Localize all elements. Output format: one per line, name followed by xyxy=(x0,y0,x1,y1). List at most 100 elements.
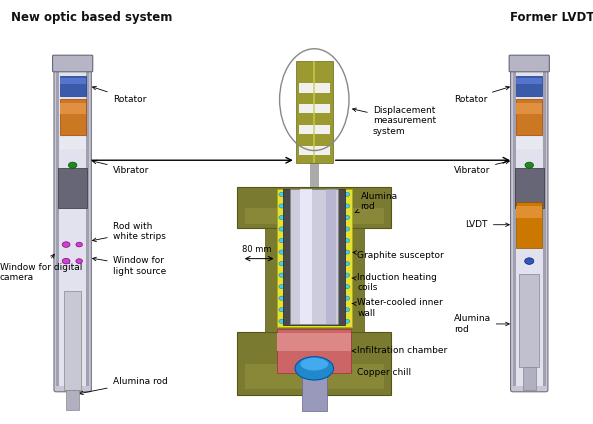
Circle shape xyxy=(344,227,350,231)
Bar xyxy=(519,274,539,367)
Bar xyxy=(245,208,384,224)
Bar xyxy=(516,201,542,248)
Circle shape xyxy=(344,204,350,208)
Circle shape xyxy=(344,250,350,254)
Bar xyxy=(299,125,330,134)
Bar xyxy=(237,187,391,229)
Bar xyxy=(299,146,330,155)
Bar xyxy=(59,103,85,114)
Circle shape xyxy=(344,307,350,312)
Circle shape xyxy=(279,273,285,277)
Ellipse shape xyxy=(295,357,333,380)
FancyBboxPatch shape xyxy=(511,58,548,392)
Text: Graphite susceptor: Graphite susceptor xyxy=(353,251,444,260)
Bar xyxy=(59,137,85,149)
Bar xyxy=(65,291,81,390)
Circle shape xyxy=(76,242,82,247)
Text: Rotator: Rotator xyxy=(93,86,146,103)
Circle shape xyxy=(279,215,285,220)
Text: Alumina
rod: Alumina rod xyxy=(454,314,509,334)
Bar xyxy=(59,64,87,386)
Bar xyxy=(326,189,336,324)
Circle shape xyxy=(279,238,285,243)
Circle shape xyxy=(279,319,285,324)
Bar xyxy=(513,64,515,386)
Circle shape xyxy=(525,258,534,265)
Bar xyxy=(516,99,542,135)
Circle shape xyxy=(279,192,285,197)
Bar xyxy=(265,229,364,332)
Bar xyxy=(310,151,319,187)
Text: Alumina
rod: Alumina rod xyxy=(355,192,398,213)
Circle shape xyxy=(279,262,285,266)
Circle shape xyxy=(344,319,350,324)
Circle shape xyxy=(279,285,285,289)
Text: Vibrator: Vibrator xyxy=(454,160,509,175)
Text: Rotator: Rotator xyxy=(454,86,509,103)
Circle shape xyxy=(525,162,534,168)
Text: LVDT: LVDT xyxy=(466,220,509,229)
Text: Window for digital
camera: Window for digital camera xyxy=(0,254,82,282)
Text: Water-cooled inner
wall: Water-cooled inner wall xyxy=(352,298,443,318)
Bar xyxy=(515,64,543,386)
Circle shape xyxy=(279,307,285,312)
Circle shape xyxy=(344,215,350,220)
Text: Infiltration chamber: Infiltration chamber xyxy=(352,346,448,355)
Text: Alumina rod: Alumina rod xyxy=(79,377,167,395)
Bar xyxy=(516,206,542,218)
Circle shape xyxy=(344,285,350,289)
Circle shape xyxy=(344,273,350,277)
Bar xyxy=(515,168,544,208)
Bar xyxy=(516,137,542,149)
Bar xyxy=(278,333,351,351)
Bar xyxy=(522,367,535,390)
Bar xyxy=(278,329,351,373)
Circle shape xyxy=(279,227,285,231)
Bar xyxy=(66,390,79,410)
Bar xyxy=(245,363,384,389)
Bar xyxy=(543,64,546,386)
FancyBboxPatch shape xyxy=(54,58,91,392)
Bar xyxy=(237,332,391,395)
Text: New optic based system: New optic based system xyxy=(11,11,173,24)
Bar xyxy=(313,61,315,163)
Text: Rod with
white strips: Rod with white strips xyxy=(93,222,165,242)
Circle shape xyxy=(344,238,350,243)
Bar xyxy=(516,78,542,84)
Bar xyxy=(59,76,85,96)
Bar xyxy=(59,78,85,84)
Circle shape xyxy=(76,259,82,263)
Circle shape xyxy=(68,162,77,168)
Text: Induction heating
coils: Induction heating coils xyxy=(352,273,437,292)
Bar xyxy=(516,76,542,96)
Bar xyxy=(302,373,327,411)
Text: 80 mm: 80 mm xyxy=(243,245,272,254)
Bar xyxy=(300,189,312,324)
Bar xyxy=(87,64,89,386)
Text: Former LVDT-based: Former LVDT-based xyxy=(510,11,593,24)
FancyBboxPatch shape xyxy=(509,55,549,72)
Circle shape xyxy=(344,192,350,197)
Bar xyxy=(299,104,330,113)
Bar xyxy=(59,99,85,135)
Bar xyxy=(291,189,338,324)
Text: Vibrator: Vibrator xyxy=(93,160,149,175)
Text: Window for
light source: Window for light source xyxy=(93,257,166,276)
Circle shape xyxy=(279,250,285,254)
Circle shape xyxy=(344,262,350,266)
Text: Displacement
measurement
system: Displacement measurement system xyxy=(353,106,436,136)
Circle shape xyxy=(62,258,70,264)
Bar xyxy=(299,83,330,92)
Circle shape xyxy=(279,204,285,208)
Ellipse shape xyxy=(301,358,328,371)
Bar xyxy=(58,168,87,208)
Circle shape xyxy=(279,296,285,300)
Bar xyxy=(276,189,352,327)
Circle shape xyxy=(62,242,70,247)
Bar xyxy=(516,103,542,114)
Text: Copper chill: Copper chill xyxy=(341,368,412,377)
Bar xyxy=(283,189,345,325)
Circle shape xyxy=(344,296,350,300)
Bar xyxy=(296,61,333,163)
FancyBboxPatch shape xyxy=(53,55,93,72)
